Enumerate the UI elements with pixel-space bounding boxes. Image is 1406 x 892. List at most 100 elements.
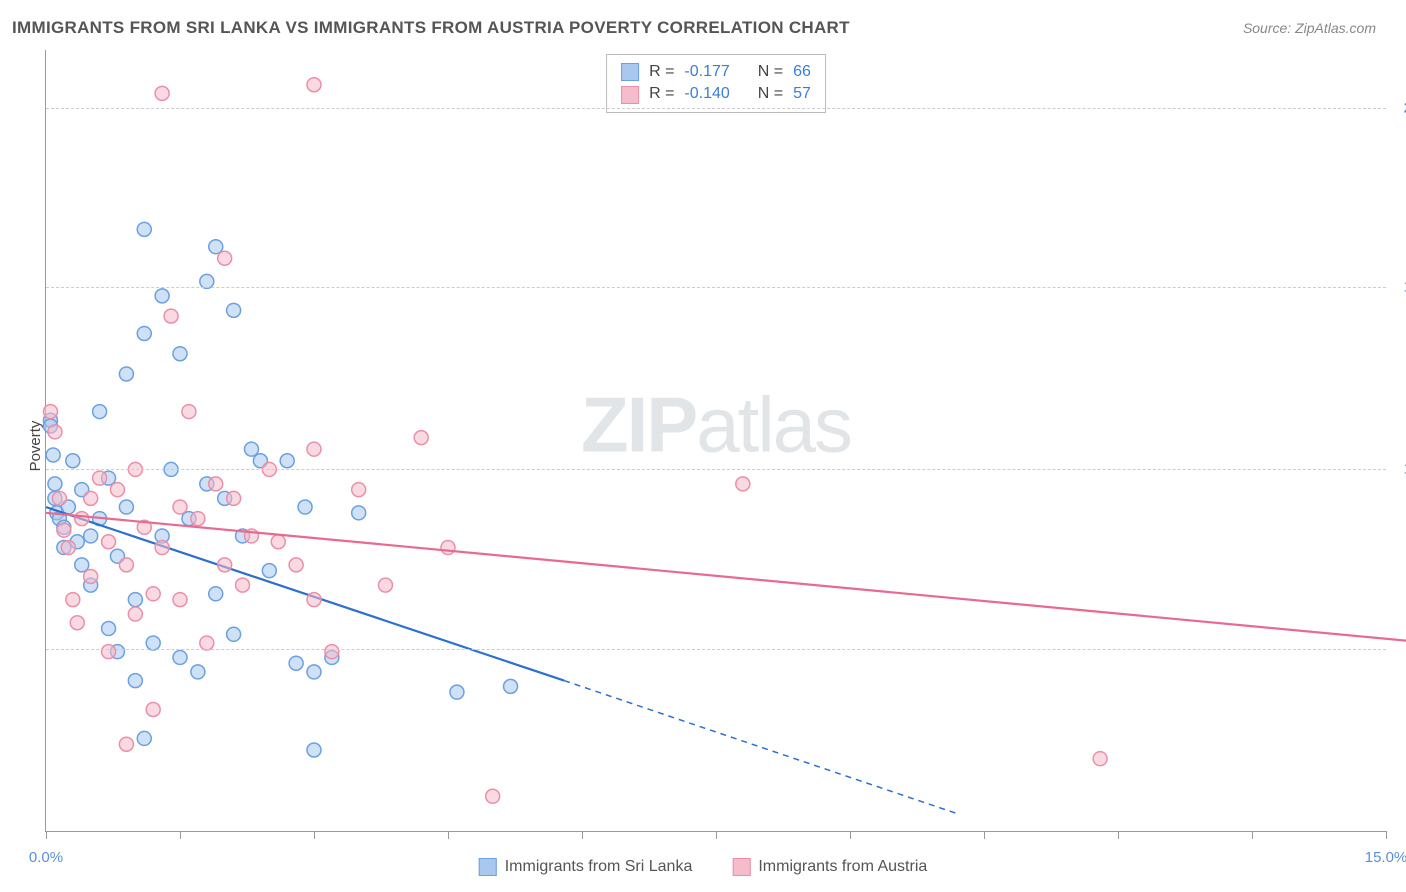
- data-point: [736, 477, 750, 491]
- stat-row-series-0: R = -0.177 N = 66: [621, 61, 811, 83]
- data-point: [289, 656, 303, 670]
- data-point: [191, 512, 205, 526]
- legend-label: Immigrants from Austria: [758, 858, 927, 876]
- data-point: [46, 448, 60, 462]
- data-point: [102, 622, 116, 636]
- data-point: [441, 541, 455, 555]
- data-point: [227, 303, 241, 317]
- n-value: 57: [793, 83, 811, 105]
- data-point: [173, 593, 187, 607]
- grid-line: [46, 108, 1386, 109]
- data-point: [146, 703, 160, 717]
- data-point: [119, 737, 133, 751]
- data-point: [307, 665, 321, 679]
- data-point: [182, 405, 196, 419]
- data-point: [52, 491, 66, 505]
- data-point: [48, 425, 62, 439]
- data-point: [218, 558, 232, 572]
- x-tick-label: 15.0%: [1365, 849, 1406, 866]
- data-point: [128, 607, 142, 621]
- swatch-icon: [621, 63, 639, 81]
- x-tick: [46, 831, 47, 839]
- data-point: [173, 500, 187, 514]
- data-point: [378, 578, 392, 592]
- data-point: [307, 743, 321, 757]
- data-point: [119, 500, 133, 514]
- data-point: [280, 454, 294, 468]
- grid-line: [46, 469, 1386, 470]
- x-tick: [1252, 831, 1253, 839]
- data-point: [173, 650, 187, 664]
- grid-line: [46, 649, 1386, 650]
- r-value: -0.177: [684, 61, 729, 83]
- data-point: [75, 558, 89, 572]
- x-tick: [984, 831, 985, 839]
- data-point: [102, 645, 116, 659]
- data-point: [307, 442, 321, 456]
- swatch-icon: [621, 86, 639, 104]
- data-point: [227, 627, 241, 641]
- data-point: [504, 679, 518, 693]
- data-point: [119, 558, 133, 572]
- data-point: [110, 483, 124, 497]
- scatter-plot-svg: [46, 50, 1386, 831]
- chart-title: IMMIGRANTS FROM SRI LANKA VS IMMIGRANTS …: [12, 18, 850, 38]
- x-tick: [448, 831, 449, 839]
- legend-label: Immigrants from Sri Lanka: [505, 858, 693, 876]
- data-point: [209, 587, 223, 601]
- legend-item-1: Immigrants from Austria: [732, 858, 927, 876]
- data-point: [164, 309, 178, 323]
- data-point: [119, 367, 133, 381]
- trend-line: [46, 513, 1406, 643]
- x-tick-label: 0.0%: [29, 849, 63, 866]
- x-tick: [1386, 831, 1387, 839]
- stat-row-series-1: R = -0.140 N = 57: [621, 83, 811, 105]
- swatch-icon: [732, 858, 750, 876]
- data-point: [84, 491, 98, 505]
- x-tick: [582, 831, 583, 839]
- y-axis-label: Poverty: [27, 421, 44, 472]
- n-label: N =: [758, 61, 783, 83]
- x-tick: [716, 831, 717, 839]
- data-point: [155, 541, 169, 555]
- trend-line-extrapolated: [564, 681, 957, 814]
- data-point: [128, 593, 142, 607]
- data-point: [352, 483, 366, 497]
- data-point: [137, 731, 151, 745]
- data-point: [137, 326, 151, 340]
- r-label: R =: [649, 61, 674, 83]
- data-point: [307, 593, 321, 607]
- data-point: [1093, 752, 1107, 766]
- data-point: [137, 222, 151, 236]
- data-point: [75, 512, 89, 526]
- data-point: [155, 86, 169, 100]
- data-point: [414, 431, 428, 445]
- x-tick: [850, 831, 851, 839]
- data-point: [262, 564, 276, 578]
- n-label: N =: [758, 83, 783, 105]
- data-point: [128, 674, 142, 688]
- data-point: [173, 347, 187, 361]
- chart-plot-area: ZIPatlas R = -0.177 N = 66 R = -0.140 N …: [45, 50, 1386, 832]
- data-point: [191, 665, 205, 679]
- source-attribution: Source: ZipAtlas.com: [1243, 20, 1376, 36]
- data-point: [236, 578, 250, 592]
- data-point: [271, 535, 285, 549]
- data-point: [43, 405, 57, 419]
- data-point: [70, 616, 84, 630]
- data-point: [155, 289, 169, 303]
- data-point: [486, 789, 500, 803]
- data-point: [352, 506, 366, 520]
- data-point: [93, 405, 107, 419]
- data-point: [209, 240, 223, 254]
- data-point: [48, 477, 62, 491]
- n-value: 66: [793, 61, 811, 83]
- data-point: [146, 587, 160, 601]
- data-point: [93, 471, 107, 485]
- data-point: [289, 558, 303, 572]
- r-value: -0.140: [684, 83, 729, 105]
- r-label: R =: [649, 83, 674, 105]
- data-point: [325, 645, 339, 659]
- data-point: [227, 491, 241, 505]
- data-point: [84, 569, 98, 583]
